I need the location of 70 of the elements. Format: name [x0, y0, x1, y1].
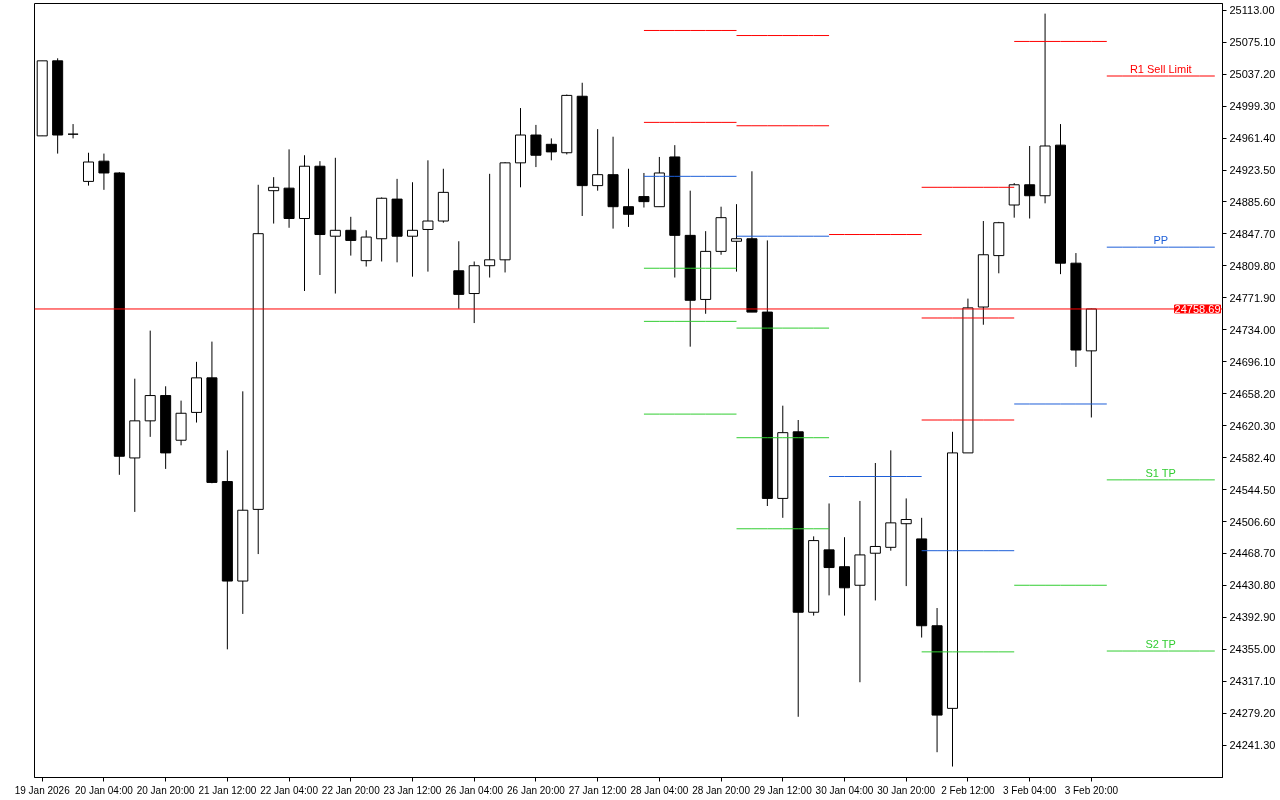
candlestick: [82, 152, 95, 187]
candlestick: [484, 173, 496, 279]
series-label: PP: [1153, 234, 1169, 247]
y-tick-label: 25037.20: [1229, 68, 1276, 81]
y-tick-label: 24999.30: [1229, 100, 1276, 113]
y-tick-label: 24620.30: [1229, 419, 1276, 432]
x-tick-label: 2 Feb 12:00: [941, 784, 996, 796]
x-tick-label: 22 Jan 20:00: [321, 784, 381, 796]
candlestick: [869, 462, 881, 601]
y-tick-label: 24734.00: [1229, 323, 1276, 336]
candlestick: [730, 203, 743, 273]
x-tick-label: 27 Jan 12:00: [568, 784, 627, 796]
y-tick-label: 24430.80: [1229, 579, 1276, 592]
y-tick-label: 25075.10: [1229, 36, 1276, 49]
x-tick-label: 26 Jan 04:00: [445, 784, 504, 796]
x-tick-label: 30 Jan 20:00: [877, 784, 936, 796]
y-tick-label: 24317.10: [1229, 675, 1276, 688]
y-tick-label: 24961.40: [1229, 132, 1276, 145]
y-tick-label: 24696.10: [1229, 355, 1276, 368]
candlestick: [900, 497, 912, 587]
candlestick: [1024, 145, 1036, 219]
y-tick-label: 24241.30: [1229, 739, 1276, 752]
y-tick-label: 24544.50: [1229, 483, 1276, 496]
candlestick: [406, 181, 419, 278]
candlestick: [622, 168, 635, 228]
y-tick-label: 24506.60: [1229, 515, 1276, 528]
x-tick-label: 22 Jan 04:00: [260, 784, 319, 796]
candlestick: [530, 124, 542, 168]
candlestick: [98, 153, 110, 191]
candlestick: [268, 176, 280, 225]
ref-line-label: 24758.69: [1174, 302, 1221, 315]
y-tick-label: 24279.20: [1229, 707, 1276, 720]
y-tick-label: 24923.50: [1229, 164, 1276, 177]
y-tick-label: 24885.60: [1229, 195, 1276, 208]
candlestick: [545, 137, 557, 161]
x-tick-label: 28 Jan 04:00: [630, 784, 689, 796]
candlestick: [638, 172, 650, 209]
x-tick-label: 3 Feb 20:00: [1064, 784, 1119, 796]
x-tick-label: 3 Feb 04:00: [1002, 784, 1057, 796]
y-tick-label: 24468.70: [1229, 547, 1276, 560]
series-label: S1 TP: [1145, 466, 1176, 479]
candlestick: [1008, 182, 1020, 219]
x-tick-label: 20 Jan 04:00: [75, 784, 134, 796]
y-tick-label: 25113.00: [1229, 4, 1275, 17]
x-tick-label: 23 Jan 12:00: [383, 784, 442, 796]
series-label: R1 Sell Limit: [1129, 63, 1192, 76]
candlestick: [329, 157, 341, 295]
x-tick-label: 19 Jan 2026: [14, 784, 71, 796]
y-tick-label: 24809.80: [1229, 259, 1276, 272]
series-label: S2 TP: [1145, 638, 1176, 651]
x-tick-label: 20 Jan 20:00: [136, 784, 195, 796]
candlestick: [67, 123, 79, 139]
y-tick-label: 24355.00: [1229, 643, 1276, 656]
x-tick-label: 30 Jan 04:00: [815, 784, 874, 796]
candlestick: [360, 229, 372, 268]
candlestick: [345, 216, 357, 257]
x-tick-label: 29 Jan 12:00: [753, 784, 813, 796]
y-tick-label: 24392.90: [1229, 611, 1276, 624]
x-tick-label: 26 Jan 20:00: [507, 784, 566, 796]
candlestick: [823, 502, 835, 596]
y-tick-label: 24847.70: [1229, 227, 1276, 240]
candlestick: [838, 536, 851, 617]
y-tick-label: 24771.90: [1229, 291, 1276, 304]
y-tick-label: 24582.40: [1229, 451, 1276, 464]
y-tick-label: 24658.20: [1229, 387, 1276, 400]
candlestick: [592, 128, 604, 192]
candlestick: [422, 159, 434, 273]
candlestick: [453, 240, 465, 310]
x-tick-label: 28 Jan 20:00: [692, 784, 751, 796]
x-tick-label: 21 Jan 12:00: [198, 784, 257, 796]
